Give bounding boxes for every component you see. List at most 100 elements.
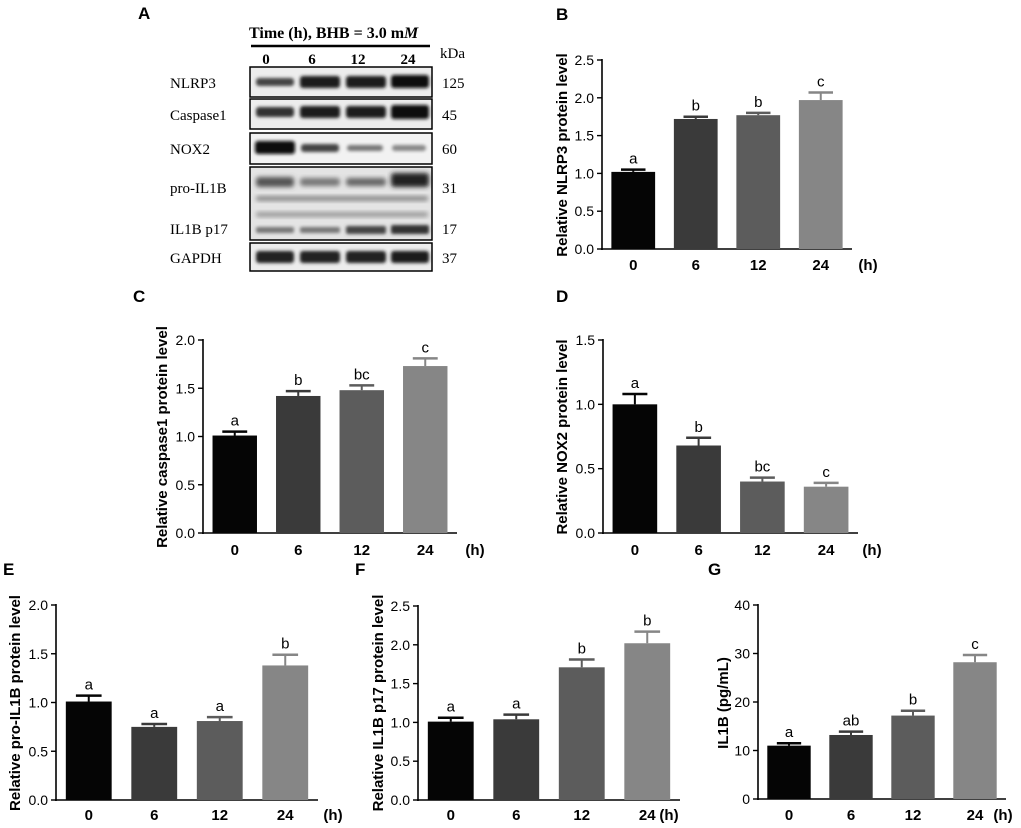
band-caspase1-6	[300, 106, 340, 118]
y-tick-label-e-3: 1.5	[29, 646, 49, 662]
y-tick-label-c-0: 0.0	[176, 525, 196, 541]
x-tick-label-g-6: 6	[847, 807, 855, 823]
chart-f: F Relative IL1B p17 protein level 0.0 0.5 1.…	[355, 560, 680, 824]
x-unit-d: (h)	[862, 542, 881, 559]
y-axis-title-c: Relative caspase1 protein level	[154, 326, 171, 548]
bar-d-6	[676, 445, 721, 533]
band-nlrp3-12	[346, 76, 386, 88]
wb-label-nlrp3: NLRP3	[170, 76, 216, 92]
wb-kda-gapdh: 37	[442, 251, 458, 267]
chart-d: D Relative NOX2 protein level 0.0 0.5 1.0 1.5…	[554, 287, 882, 559]
sig-letter-c-24: c	[422, 339, 430, 356]
x-unit-e: (h)	[323, 807, 342, 823]
y-tick-label-e-4: 2.0	[29, 597, 49, 613]
bar-g-12	[891, 715, 935, 799]
bar-b-24	[798, 100, 843, 250]
wb-time-24: 24	[401, 52, 417, 68]
panel-letter-e: E	[3, 560, 14, 579]
band-nox2-0	[255, 141, 295, 154]
x-tick-label-e-12: 12	[211, 807, 228, 823]
wb-label-nox2: NOX2	[170, 142, 210, 158]
x-tick-label-d-12: 12	[754, 542, 771, 559]
band-proil1b-12	[346, 178, 386, 186]
bar-d-0	[612, 404, 658, 533]
sig-letter-c-12: bc	[354, 366, 370, 383]
y-tick-label-g-0: 0	[742, 791, 750, 807]
y-tick-label-d-1: 0.5	[576, 461, 596, 477]
sig-letter-g-24: c	[971, 636, 979, 653]
y-tick-label-b-5: 2.5	[575, 52, 595, 68]
band-proil1b-6	[300, 178, 340, 186]
western-blot-panel: A Time (h), BHB = 3.0 mM 0 6 12 24 kDa	[138, 4, 465, 272]
band-nlrp3-0	[256, 78, 294, 86]
y-axis-title-g: IL1B (pg/mL)	[715, 657, 732, 749]
y-tick-label-e-2: 1.0	[29, 695, 49, 711]
x-tick-label-g-0: 0	[785, 807, 793, 823]
band-nlrp3-24	[391, 75, 429, 88]
y-tick-label-f-0: 0.0	[391, 792, 411, 808]
bar-g-6	[829, 734, 873, 799]
bar-f-6	[493, 719, 540, 800]
bar-f-24	[624, 643, 671, 800]
band-caspase1-0	[256, 107, 294, 117]
sig-letter-b-12: b	[754, 94, 762, 111]
x-unit-f: (h)	[659, 807, 678, 823]
sig-letter-c-6: b	[294, 372, 302, 389]
sig-letter-c-0: a	[231, 413, 240, 430]
band-caspase1-24	[391, 105, 429, 119]
y-tick-label-c-1: 0.5	[176, 477, 196, 493]
bar-f-0	[427, 721, 474, 800]
bar-e-0	[65, 701, 112, 800]
x-tick-label-f-6: 6	[512, 807, 520, 823]
bar-c-0	[212, 435, 257, 533]
sig-letter-f-24: b	[643, 613, 651, 630]
y-axis-title-e: Relative pro-IL1B protein level	[7, 595, 24, 811]
wb-time-6: 6	[308, 52, 316, 68]
x-unit-c: (h)	[465, 542, 484, 559]
wb-kda-header: kDa	[440, 46, 465, 62]
chart-b: B Relative NLRP3 protein level 0.0 0.5 1.0 1.…	[554, 5, 878, 274]
sig-letter-b-0: a	[629, 151, 638, 168]
x-tick-label-c-24: 24	[417, 542, 434, 559]
sig-letter-d-24: c	[822, 464, 830, 481]
bar-e-12	[196, 721, 243, 800]
y-tick-label-f-1: 0.5	[391, 753, 411, 769]
band-gapdh-6	[300, 251, 340, 263]
sig-letter-f-0: a	[447, 699, 456, 716]
sig-letter-e-0: a	[85, 677, 94, 694]
y-tick-label-b-3: 1.5	[575, 128, 595, 144]
x-tick-label-g-12: 12	[905, 807, 922, 823]
y-tick-label-b-0: 0.0	[575, 241, 595, 257]
band-nonspecific-1	[256, 196, 428, 201]
bar-g-0	[767, 745, 811, 799]
y-axis-title-d: Relative NOX2 protein level	[554, 339, 571, 534]
band-il1bp17-12	[346, 226, 386, 234]
wb-kda-nlrp3: 125	[442, 76, 465, 92]
y-axis-title-f: Relative IL1B p17 protein level	[370, 595, 387, 812]
chart-c: C Relative caspase1 protein level 0.0 0.5 1.…	[133, 287, 485, 559]
y-tick-label-f-5: 2.5	[391, 598, 411, 614]
x-unit-b: (h)	[858, 257, 877, 274]
panel-letter-b: B	[556, 5, 568, 24]
y-tick-label-c-4: 2.0	[176, 332, 196, 348]
x-tick-label-c-6: 6	[294, 542, 302, 559]
wb-label-caspase1: Caspase1	[170, 108, 227, 124]
sig-letter-g-12: b	[909, 692, 917, 709]
x-tick-label-d-0: 0	[631, 542, 639, 559]
x-tick-label-d-24: 24	[818, 542, 835, 559]
wb-time-labels: 0 6 12 24	[262, 52, 416, 68]
bar-d-24	[803, 486, 849, 533]
x-tick-label-b-0: 0	[629, 257, 637, 274]
panel-letter-f: F	[355, 560, 365, 579]
bar-c-12	[339, 390, 384, 533]
band-proil1b-24	[391, 173, 429, 187]
y-tick-label-b-2: 1.0	[575, 165, 595, 181]
y-tick-label-g-3: 30	[734, 646, 750, 662]
y-tick-label-d-3: 1.5	[576, 332, 596, 348]
y-tick-label-f-3: 1.5	[391, 676, 411, 692]
x-tick-label-f-24: 24	[639, 807, 656, 823]
bar-b-6	[673, 118, 718, 249]
band-il1bp17-24	[391, 225, 429, 234]
chart-g: G IL1B (pg/mL) 0 10 20 30 40 a 0 ab 6 b 12 c 24 (h)	[708, 560, 1013, 824]
